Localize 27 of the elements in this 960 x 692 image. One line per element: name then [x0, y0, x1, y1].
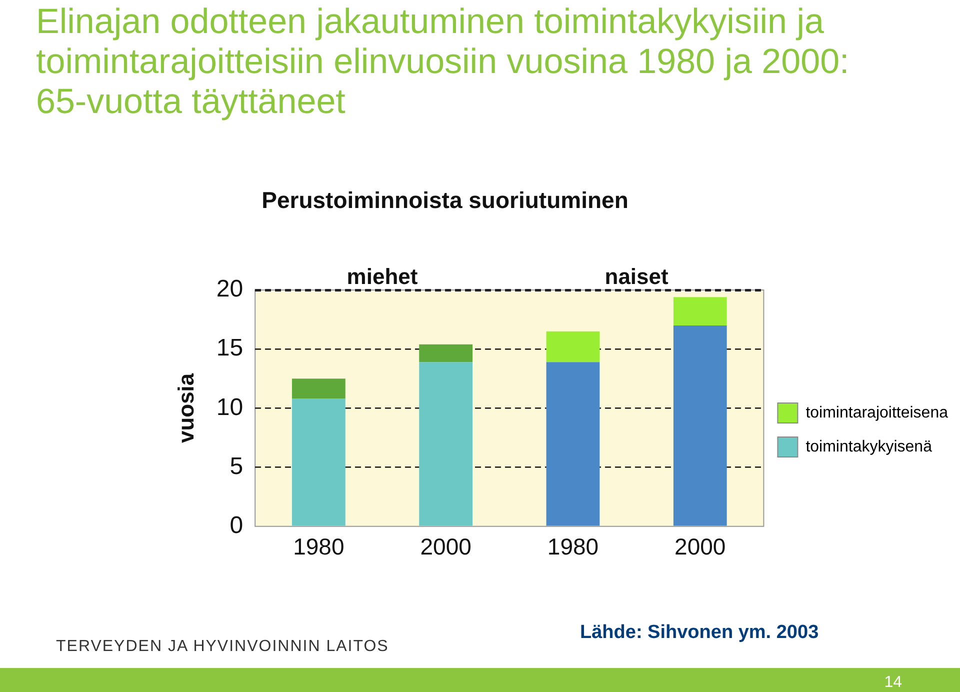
x-tick-label: 1980: [293, 534, 344, 560]
bar: [292, 378, 346, 399]
x-tick-label: 2000: [674, 534, 726, 560]
bar: [292, 398, 346, 526]
y-tick-label: 5: [230, 452, 244, 480]
bar: [546, 362, 600, 526]
chart-subtitle: Perustoiminnoista suoriutuminen: [260, 187, 630, 213]
x-tick-label: 1980: [547, 534, 599, 560]
y-axis-title: vuosia: [173, 372, 198, 444]
x-tick-label: 2000: [420, 534, 472, 560]
y-tick-label: 15: [216, 334, 244, 362]
y-tick-label: 20: [216, 276, 244, 303]
bar: [419, 362, 473, 526]
text: Lähde: Sihvonen ym. 2003: [580, 622, 819, 644]
text: 14: [884, 674, 902, 692]
y-tick-label: 0: [230, 512, 244, 540]
bar: [673, 297, 727, 326]
legend-label: toimintarajoitteisena: [806, 404, 948, 422]
chart-title: Elinajan odotteen jakautuminen toimintakykyisiin ja toimintarajoitteisiin elinvuosiin vuosina 1980 ja 2000: 65-vuotta täyttäneet: [36, 2, 850, 122]
bar: [419, 344, 473, 362]
bar: [673, 325, 727, 526]
text: TERVEYDEN JA HYVINVOINNIN LAITOS: [56, 638, 389, 656]
y-tick-label: 10: [216, 394, 244, 421]
legend-label: toimintakykyisenä: [806, 438, 932, 456]
text: naiset: [604, 264, 670, 290]
bar: [546, 331, 600, 362]
text: miehet: [346, 264, 418, 290]
